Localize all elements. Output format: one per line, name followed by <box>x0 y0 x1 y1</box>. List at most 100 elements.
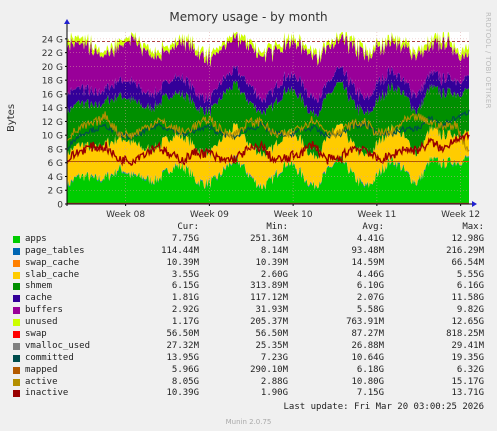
y-tick-label: 8 G <box>47 145 63 155</box>
y-axis-label: Bytes <box>6 104 17 132</box>
legend-row-slab-cache: slab_cache 3.55G 2.60G 4.46G 5.55G <box>0 270 497 282</box>
x-axis-arrow <box>472 201 477 207</box>
x-tick-label: Week 09 <box>190 210 229 220</box>
legend-swatch <box>13 342 20 350</box>
legend-min-value: 10.39M <box>255 257 288 268</box>
y-tick-label: 6 G <box>47 159 63 169</box>
legend-max-value: 12.65G <box>451 317 484 328</box>
legend-header-max: Max: <box>462 222 484 232</box>
legend-avg-value: 6.10G <box>356 281 384 292</box>
legend-avg-value: 4.46G <box>356 269 384 280</box>
legend-avg-value: 5.58G <box>356 305 384 316</box>
legend-swatch <box>13 295 20 303</box>
legend-avg-value: 87.27M <box>351 329 384 340</box>
legend-min-value: 2.60G <box>260 269 288 280</box>
area-unused <box>67 32 469 68</box>
legend-series-name: inactive <box>25 388 69 399</box>
legend-swatch <box>13 307 20 315</box>
legend-swatch <box>13 331 20 339</box>
munin-version: Munin 2.0.75 <box>225 418 272 426</box>
legend-cur-value: 5.96G <box>171 364 199 375</box>
x-tick-label: Week 12 <box>441 210 480 220</box>
legend-cur-value: 10.39G <box>166 388 199 399</box>
area-cache <box>67 65 469 120</box>
last-update: Last update: Fri Mar 20 03:00:25 2026 <box>283 402 484 412</box>
y-tick-label: 24 G <box>42 35 63 45</box>
legend-cur-value: 7.75G <box>171 233 199 244</box>
legend-swatch <box>13 390 20 398</box>
legend-row-swap: swap 56.50M 56.50M 87.27M 818.25M <box>0 329 497 341</box>
legend-swatch <box>13 271 20 279</box>
legend-series-name: shmem <box>25 281 53 292</box>
legend-min-value: 1.90G <box>260 388 288 399</box>
legend-series-name: mapped <box>25 364 58 375</box>
legend-max-value: 66.54M <box>451 257 484 268</box>
legend-min-value: 2.88G <box>260 376 288 387</box>
legend-series-name: cache <box>25 293 53 304</box>
legend-min-value: 56.50M <box>255 329 288 340</box>
area-apps <box>67 155 469 204</box>
legend-cur-value: 8.05G <box>171 376 199 387</box>
legend-row-apps: apps 7.75G 251.36M 4.41G 12.98G <box>0 234 497 246</box>
legend-min-value: 31.93M <box>255 305 288 316</box>
legend-avg-value: 2.07G <box>356 293 384 304</box>
legend-swatch <box>13 235 20 243</box>
legend-series-name: swap_cache <box>25 257 80 268</box>
legend-cur-value: 1.81G <box>171 293 199 304</box>
legend-cur-value: 10.39M <box>166 257 199 268</box>
legend-swatch <box>13 354 20 362</box>
legend-series-name: vmalloc_used <box>25 340 91 351</box>
legend-row-page-tables: page_tables 114.44M 8.14M 93.48M 216.29M <box>0 246 497 258</box>
axes: 0 2 G 4 G 6 G 8 G 10 G 12 G 14 G 16 G 18 G 20 G 22 … <box>42 19 480 220</box>
legend-row-vmalloc-used: vmalloc_used 27.32M 25.35M 26.88M 29.41M <box>0 341 497 353</box>
legend-row-active: active 8.05G 2.88G 10.80G 15.17G <box>0 377 497 389</box>
legend-max-value: 6.32G <box>456 364 484 375</box>
legend-max-value: 11.58G <box>451 293 484 304</box>
legend-row-committed: committed 13.95G 7.23G 10.64G 19.35G <box>0 353 497 365</box>
y-tick-label: 18 G <box>42 77 63 87</box>
y-tick-label: 4 G <box>47 173 63 183</box>
rrdtool-watermark: RRDTOOL / TOBI OETIKER <box>484 12 492 109</box>
legend-series-name: slab_cache <box>25 269 80 280</box>
legend-min-value: 313.89M <box>250 281 288 292</box>
legend-series-name: active <box>25 376 58 387</box>
legend-max-value: 12.98G <box>451 233 484 244</box>
y-tick-label: 12 G <box>42 118 63 128</box>
legend-max-value: 9.82G <box>456 305 484 316</box>
legend-max-value: 6.16G <box>456 281 484 292</box>
legend-row-buffers: buffers 2.92G 31.93M 5.58G 9.82G <box>0 305 497 317</box>
legend-cur-value: 27.32M <box>166 340 199 351</box>
legend-avg-value: 26.88M <box>351 340 384 351</box>
legend-cur-value: 2.92G <box>171 305 199 316</box>
legend-avg-value: 4.41G <box>356 233 384 244</box>
line-inactive <box>66 131 470 167</box>
legend-avg-value: 6.18G <box>356 364 384 375</box>
x-tick-label: Week 08 <box>106 210 145 220</box>
legend-min-value: 251.36M <box>250 233 288 244</box>
legend: Cur: Min: Avg: Max: apps 7.75G 251.36M 4.41… <box>0 222 497 400</box>
legend-row-mapped: mapped 5.96G 290.10M 6.18G 6.32G <box>0 365 497 377</box>
legend-row-cache: cache 1.81G 117.12M 2.07G 11.58G <box>0 293 497 305</box>
legend-cur-value: 3.55G <box>171 269 199 280</box>
legend-cur-value: 1.17G <box>171 317 199 328</box>
legend-series-name: swap <box>25 329 47 340</box>
legend-header-min: Min: <box>266 222 288 232</box>
legend-series-name: page_tables <box>25 245 85 256</box>
legend-max-value: 818.25M <box>446 329 484 340</box>
legend-cur-value: 6.15G <box>171 281 199 292</box>
legend-avg-value: 7.15G <box>356 388 384 399</box>
legend-swatch <box>13 283 20 291</box>
legend-max-value: 216.29M <box>446 245 484 256</box>
legend-series-name: buffers <box>25 305 63 316</box>
legend-swatch <box>13 259 20 267</box>
legend-max-value: 29.41M <box>451 340 484 351</box>
legend-max-value: 15.17G <box>451 376 484 387</box>
y-tick-label: 14 G <box>42 104 63 114</box>
memory-chart: 0 2 G 4 G 6 G 8 G 10 G 12 G 14 G 16 G 18 G 20 G 22 … <box>6 19 480 220</box>
legend-cur-value: 114.44M <box>161 245 199 256</box>
y-axis-arrow <box>64 19 70 24</box>
legend-series-name: unused <box>25 317 58 328</box>
legend-row-unused: unused 1.17G 205.37M 763.91M 12.65G <box>0 317 497 329</box>
y-tick-label: 20 G <box>42 63 63 73</box>
legend-avg-value: 14.59M <box>351 257 384 268</box>
